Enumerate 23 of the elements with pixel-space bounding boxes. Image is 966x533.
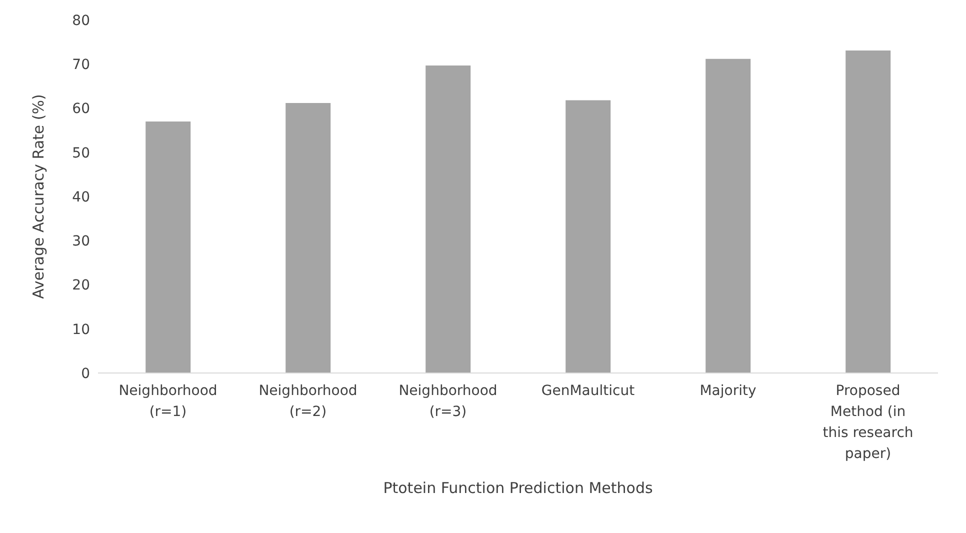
y-tick-label: 20 xyxy=(72,278,90,294)
y-tick-label: 40 xyxy=(72,189,90,206)
x-tick-label: Neighborhood (r=3) xyxy=(398,383,498,420)
bar xyxy=(286,102,331,373)
y-tick-label: 10 xyxy=(72,322,90,338)
bar xyxy=(846,50,891,373)
x-tick-label: Neighborhood (r=1) xyxy=(118,383,218,420)
bar xyxy=(566,100,611,373)
y-tick-label: 60 xyxy=(72,101,90,118)
y-tick-label: 30 xyxy=(72,234,90,250)
y-tick-label: 70 xyxy=(72,57,90,74)
x-tick-label: Majority xyxy=(700,383,756,399)
x-tick-label: GenMaulticut xyxy=(541,383,636,399)
y-tick-label: 50 xyxy=(72,145,90,162)
x-tick-label: Proposed Method (in this research paper) xyxy=(822,383,914,462)
bar xyxy=(146,121,191,373)
y-axis-title: Average Accuracy Rate (%) xyxy=(29,94,48,299)
y-tick-label: 0 xyxy=(81,366,90,382)
x-axis-title: Ptotein Function Prediction Methods xyxy=(383,479,653,497)
x-tick-label: Neighborhood (r=2) xyxy=(258,383,358,420)
bar xyxy=(706,58,751,373)
y-tick-label: 80 xyxy=(72,12,90,29)
bar xyxy=(426,65,471,373)
